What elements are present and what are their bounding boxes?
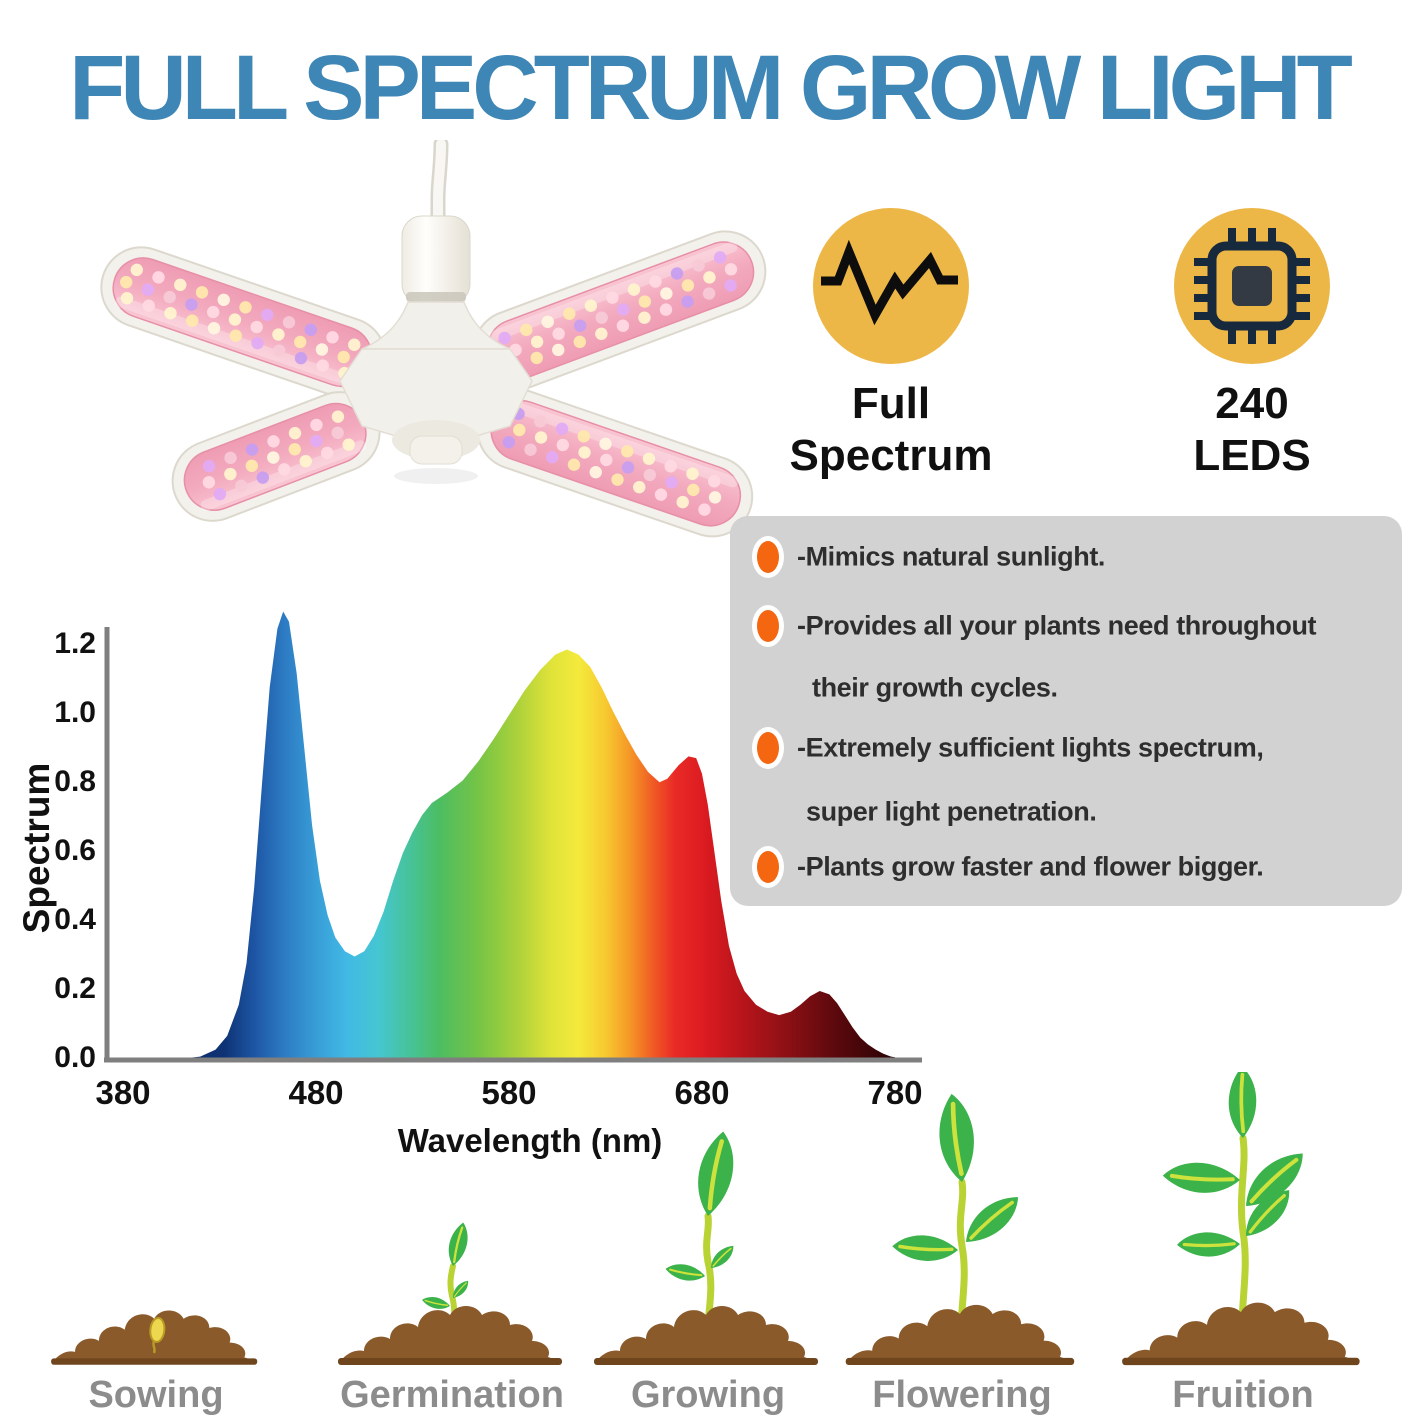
feature-text: their growth cycles. — [812, 672, 1058, 703]
chip-icon — [1194, 228, 1310, 344]
stage-label-fruition: Fruition — [1172, 1374, 1314, 1416]
y-tick: 1.0 — [54, 696, 96, 729]
bullet-icon — [752, 536, 784, 578]
stage-label-germination: Germination — [340, 1374, 564, 1416]
feature-text: -Plants grow faster and flower bigger. — [797, 851, 1264, 882]
feature-text: -Mimics natural sunlight. — [797, 541, 1106, 572]
y-tick: 0.4 — [54, 903, 96, 936]
badge-label-full-spectrum: Full Spectrum — [789, 379, 993, 480]
feature-text: -Provides all your plants need throughou… — [797, 610, 1317, 641]
bullet-icon — [752, 605, 784, 647]
led-panel-upper-right — [472, 230, 767, 392]
y-axis-label: Spectrum — [16, 762, 57, 934]
plant-illustration-sowing — [51, 1310, 258, 1365]
y-tick: 1.2 — [54, 627, 96, 660]
y-tick: 0.2 — [54, 972, 96, 1005]
led-panel-lower-left — [171, 391, 381, 522]
x-tick: 480 — [288, 1074, 344, 1111]
waveform-icon — [821, 239, 958, 326]
bullet-icon — [752, 727, 784, 769]
spectrum-chart — [104, 611, 922, 1063]
feature-text: -Extremely sufficient lights spectrum, — [797, 732, 1264, 763]
plant-illustration-germination — [338, 1220, 562, 1365]
x-tick: 380 — [95, 1074, 151, 1111]
spectrum-curve — [123, 611, 895, 1060]
led-panel-lower-right — [476, 388, 754, 538]
seed-icon — [149, 1317, 166, 1343]
badge-label-240-leds: 240 LEDS — [1193, 379, 1311, 480]
x-tick: 780 — [867, 1074, 923, 1111]
page-title: FULL SPECTRUM GROW LIGHT — [69, 37, 1353, 139]
led-panel-upper-left — [100, 246, 387, 399]
full-spectrum-badge — [813, 208, 969, 364]
bullet-icon — [752, 846, 784, 888]
x-axis-label: Wavelength (nm) — [397, 1122, 663, 1159]
lamp-body — [339, 140, 533, 484]
x-tick: 580 — [481, 1074, 537, 1111]
feature-text: super light penetration. — [806, 796, 1097, 827]
plant-illustration-flowering — [845, 1072, 1075, 1366]
features-panel — [730, 516, 1402, 906]
y-tick: 0.8 — [54, 765, 96, 798]
grow-light-product-image — [100, 140, 767, 538]
x-tick: 680 — [674, 1074, 730, 1111]
stage-label-sowing: Sowing — [88, 1374, 224, 1416]
lamp-socket — [401, 215, 471, 305]
y-tick: 0.0 — [54, 1041, 96, 1074]
plant-illustration-fruition — [1122, 1072, 1360, 1366]
y-tick: 0.6 — [54, 834, 96, 867]
led-count-badge — [1174, 208, 1330, 364]
plant-illustration-growing — [594, 1072, 818, 1365]
stage-label-growing: Growing — [630, 1374, 786, 1416]
stage-label-flowering: Flowering — [872, 1374, 1052, 1416]
